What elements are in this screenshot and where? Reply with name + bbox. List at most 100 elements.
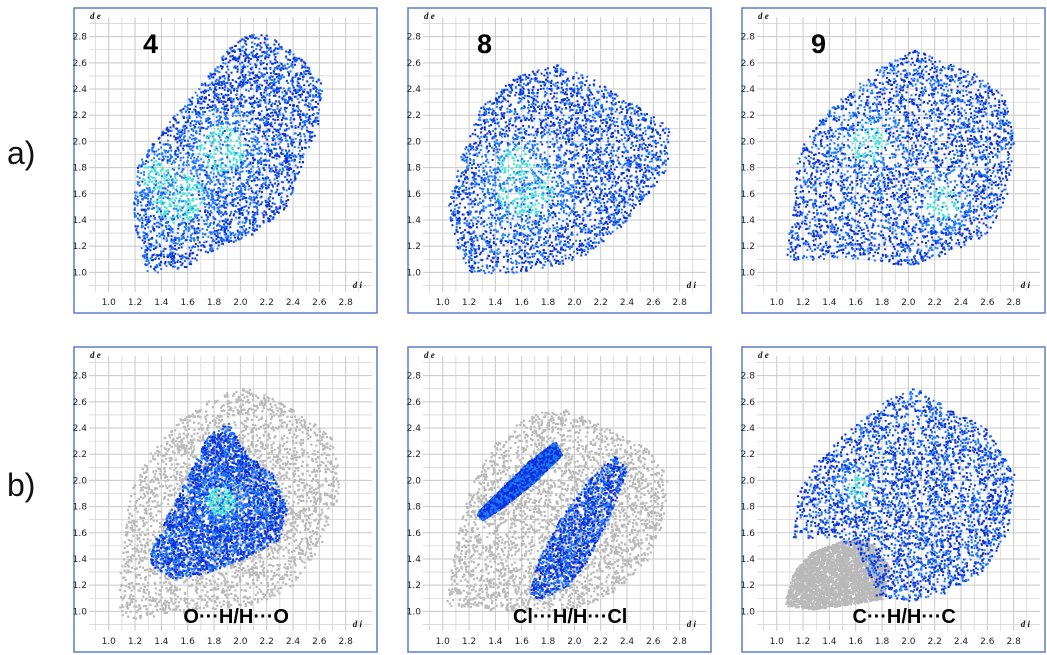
data-point	[245, 89, 248, 92]
data-point	[267, 151, 270, 154]
data-point	[239, 50, 242, 53]
data-point	[206, 192, 209, 195]
data-point	[579, 199, 582, 202]
data-point	[238, 55, 241, 58]
data-point	[193, 161, 196, 164]
data-point	[171, 184, 174, 187]
data-point	[268, 82, 271, 85]
data-point	[543, 84, 546, 87]
data-point	[264, 101, 267, 104]
data-point	[643, 180, 646, 183]
data-point	[553, 74, 556, 77]
data-point	[283, 160, 286, 163]
data-point	[483, 194, 486, 197]
data-point	[478, 183, 481, 186]
data-point	[625, 140, 628, 143]
data-point	[240, 165, 243, 168]
data-point	[276, 115, 279, 118]
data-point	[213, 83, 216, 86]
data-point	[274, 102, 277, 105]
data-point	[219, 138, 222, 141]
data-point	[260, 75, 263, 78]
data-point	[563, 102, 566, 105]
data-point	[556, 64, 559, 67]
data-point	[461, 182, 464, 185]
data-point	[595, 175, 598, 178]
data-point	[144, 245, 147, 248]
data-point	[163, 182, 166, 185]
data-point	[195, 120, 198, 123]
data-point	[209, 83, 212, 86]
data-point	[234, 151, 237, 154]
data-point	[262, 216, 265, 219]
data-point	[589, 180, 592, 183]
data-point	[315, 86, 318, 89]
data-points	[448, 64, 671, 275]
data-point	[606, 146, 609, 149]
data-point	[155, 182, 158, 185]
data-point	[515, 144, 518, 147]
data-point	[561, 137, 564, 140]
data-point	[254, 191, 257, 194]
data-point	[268, 108, 271, 111]
plot-frame	[73, 7, 378, 314]
data-point	[224, 229, 227, 232]
data-point	[148, 219, 151, 222]
data-point	[285, 107, 288, 110]
x-tick-label: 2.6	[312, 298, 327, 308]
data-point	[149, 257, 152, 260]
data-point	[580, 85, 583, 88]
data-point	[235, 239, 238, 242]
y-tick-label: 2.8	[407, 33, 421, 43]
data-point	[164, 260, 167, 263]
data-point	[286, 174, 289, 177]
data-point	[161, 175, 164, 178]
data-point	[544, 90, 547, 93]
data-point	[212, 91, 215, 94]
data-point	[478, 169, 481, 172]
data-point	[557, 133, 560, 136]
data-point	[290, 142, 293, 145]
data-point	[252, 49, 255, 52]
data-point	[163, 149, 166, 152]
data-point	[224, 227, 227, 230]
data-point	[633, 112, 636, 115]
data-point	[211, 240, 214, 243]
data-point	[278, 162, 281, 165]
data-point	[477, 244, 480, 247]
data-point	[256, 211, 259, 214]
data-point	[508, 94, 511, 97]
data-point	[188, 136, 191, 139]
data-point	[224, 226, 227, 229]
data-point	[569, 212, 572, 215]
data-point	[213, 104, 216, 107]
data-point	[294, 124, 297, 127]
data-point	[471, 171, 474, 174]
data-point	[257, 131, 260, 134]
row-label-b: b)	[7, 467, 35, 504]
data-point	[198, 173, 201, 176]
data-point	[154, 179, 157, 182]
data-point	[236, 68, 239, 71]
data-point	[229, 202, 232, 205]
data-point	[225, 171, 228, 174]
data-point	[268, 76, 271, 79]
data-point	[561, 180, 564, 183]
data-point	[259, 161, 262, 164]
data-point	[250, 187, 253, 190]
data-point	[296, 57, 299, 60]
data-point	[290, 182, 293, 185]
data-point	[179, 188, 182, 191]
data-point	[581, 145, 584, 148]
data-point	[273, 82, 276, 85]
data-point	[234, 171, 237, 174]
data-point	[268, 128, 271, 131]
data-point	[203, 198, 206, 201]
data-point	[532, 154, 535, 157]
data-point	[218, 209, 221, 212]
data-point	[256, 125, 259, 128]
data-point	[188, 111, 191, 114]
data-point	[566, 77, 569, 80]
data-point	[571, 151, 574, 154]
data-point	[309, 76, 312, 79]
